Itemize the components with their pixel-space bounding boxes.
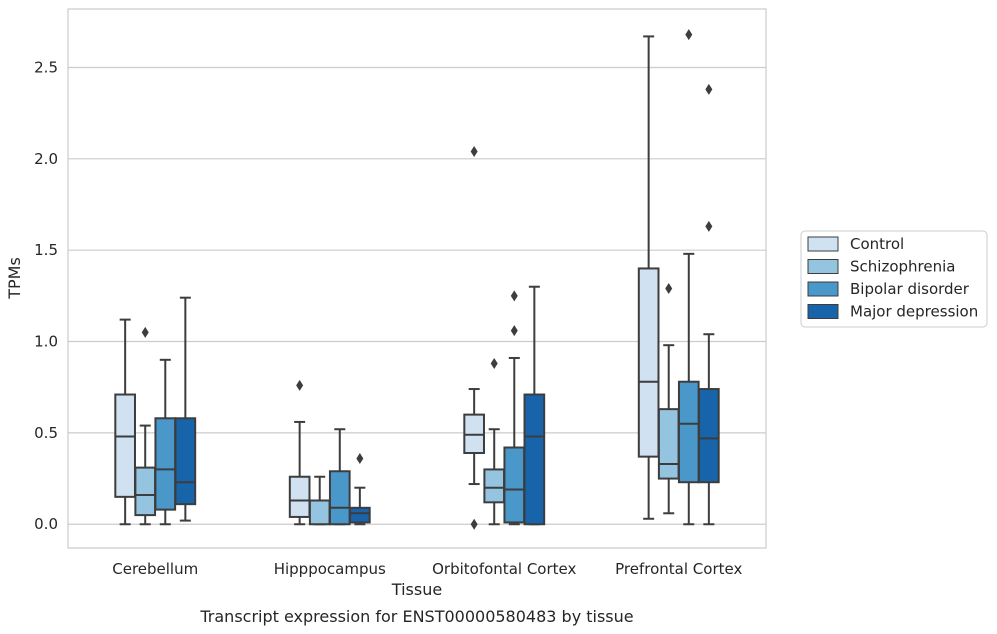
box-iqr — [174, 417, 197, 506]
box-iqr — [349, 506, 371, 524]
box-group — [328, 428, 351, 526]
box-group — [698, 83, 720, 526]
x-tick-label: Hipppocampus — [274, 560, 386, 578]
y-tick-label: 0.5 — [34, 424, 58, 442]
box-group — [503, 290, 526, 526]
legend-label: Bipolar disorder — [850, 280, 970, 298]
box-iqr — [698, 388, 720, 484]
outlier-point — [705, 83, 713, 95]
box-group — [288, 379, 311, 526]
plot-frame — [67, 8, 767, 549]
outlier-point — [665, 283, 673, 295]
box-group — [349, 452, 371, 526]
y-tick-label: 2.0 — [34, 150, 58, 168]
legend-swatch — [807, 281, 839, 297]
box-group — [308, 475, 331, 526]
box-group — [154, 358, 177, 526]
legend-label: Major depression — [850, 303, 978, 321]
x-tick-label: Prefrontal Cortex — [615, 560, 742, 578]
box-iqr — [288, 475, 311, 518]
y-tick-label: 0.0 — [34, 515, 58, 533]
y-tick-labels: 0.0 0.5 1.0 1.5 2.0 2.5 — [34, 58, 58, 533]
box-group — [483, 357, 506, 526]
legend-label: Schizophrenia — [850, 258, 955, 276]
x-tick-label: Orbitofontal Cortex — [432, 560, 576, 578]
box-group — [523, 285, 546, 526]
outlier-point — [356, 452, 364, 464]
outlier-point — [705, 220, 713, 232]
box-iqr — [503, 446, 526, 524]
legend-swatch — [807, 304, 839, 319]
box-group — [657, 283, 680, 515]
y-tick-label: 2.5 — [34, 58, 58, 76]
legend: Control Schizophrenia Bipolar disorder Majo… — [800, 230, 988, 328]
box-group — [677, 29, 700, 526]
legend-swatch — [807, 236, 839, 252]
y-tick-label: 1.5 — [34, 241, 58, 259]
box-group — [637, 35, 660, 520]
box-plot-area — [114, 29, 720, 530]
box-iqr — [154, 417, 177, 511]
legend-label: Control — [850, 235, 904, 253]
x-tick-labels: Cerebellum Hipppocampus Orbitofontal Corte… — [112, 560, 742, 578]
outlier-point — [141, 326, 149, 338]
box-iqr — [308, 499, 331, 526]
box-iqr — [328, 470, 351, 526]
box-group — [174, 296, 197, 522]
y-axis-label: TPMs — [5, 257, 24, 300]
chart-title: Transcript expression for ENST0000058048… — [199, 607, 633, 626]
box-group — [114, 318, 136, 526]
outlier-point — [510, 290, 518, 302]
x-axis-label: Tissue — [391, 580, 442, 599]
x-tick-label: Cerebellum — [112, 560, 198, 578]
box-group — [463, 146, 485, 530]
y-tick-label: 1.0 — [34, 333, 58, 351]
outlier-point — [490, 357, 498, 369]
box-iqr — [134, 466, 157, 517]
legend-frame — [800, 230, 988, 328]
box-iqr — [637, 267, 660, 458]
outlier-point — [470, 146, 478, 158]
box-iqr — [483, 468, 506, 504]
box-iqr — [114, 393, 136, 498]
outlier-point — [510, 325, 518, 337]
legend-swatch — [807, 259, 839, 274]
box-iqr — [657, 408, 680, 480]
outlier-point — [470, 518, 478, 530]
box-iqr — [677, 380, 700, 484]
outlier-point — [685, 29, 693, 41]
box-group — [134, 326, 157, 526]
outlier-point — [296, 379, 304, 391]
box-iqr — [523, 393, 546, 526]
